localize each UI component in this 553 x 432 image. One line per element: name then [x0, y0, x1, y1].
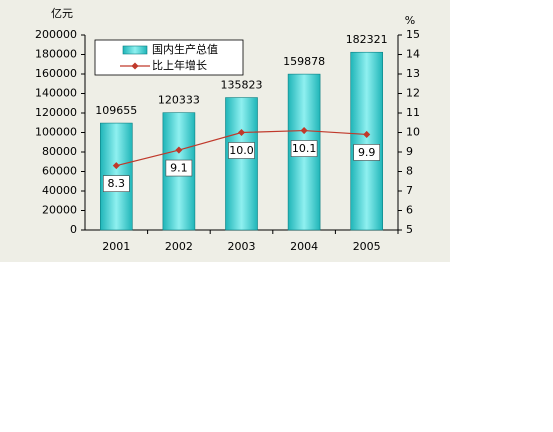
y-tick-label: 80000 — [42, 145, 77, 158]
y2-tick-label: 10 — [406, 126, 420, 139]
marker — [112, 162, 120, 170]
marker — [300, 127, 308, 135]
marker — [175, 146, 183, 154]
legend-swatch — [122, 45, 148, 55]
y-tick-label: 180000 — [35, 48, 77, 61]
y-tick-label: 20000 — [42, 204, 77, 217]
y2-tick-label: 5 — [406, 223, 413, 236]
y2-tick-label: 6 — [406, 204, 413, 217]
y-tick-label: 160000 — [35, 67, 77, 80]
y-axis-label: 亿元 — [51, 7, 73, 20]
data-label: 8.3 — [108, 177, 126, 190]
x-tick-label: 2001 — [102, 240, 130, 253]
x-tick-label: 2002 — [165, 240, 193, 253]
y2-tick-label: 9 — [406, 145, 413, 158]
data-label: 109655 — [95, 104, 137, 117]
data-label: 135823 — [221, 79, 263, 92]
data-label-box — [103, 175, 130, 192]
data-label-box — [290, 140, 318, 157]
data-label: 120333 — [158, 94, 200, 107]
y2-tick-label: 15 — [406, 28, 420, 41]
data-label: 10.0 — [229, 144, 254, 157]
y2-tick-label: 8 — [406, 165, 413, 178]
bar — [225, 97, 258, 231]
marker — [363, 130, 371, 138]
y-tick-label: 0 — [70, 223, 77, 236]
y2-tick-label: 13 — [406, 67, 420, 80]
data-label: 182321 — [346, 33, 388, 46]
y2-axis-label: % — [405, 14, 415, 27]
data-label: 9.1 — [170, 162, 188, 175]
data-label-box — [228, 142, 255, 159]
legend-box — [94, 39, 244, 76]
data-label-box — [165, 159, 193, 177]
data-label: 9.9 — [358, 146, 376, 159]
data-label-box — [353, 144, 381, 161]
x-tick-label: 2003 — [228, 240, 256, 253]
y2-tick-label: 12 — [406, 87, 420, 100]
x-tick-label: 2004 — [290, 240, 318, 253]
y-tick-label: 40000 — [42, 184, 77, 197]
y-tick-label: 100000 — [35, 126, 77, 139]
x-tick-label: 2005 — [353, 240, 381, 253]
marker — [237, 128, 246, 137]
legend-label: 比上年增长 — [152, 58, 207, 72]
data-label: 10.1 — [292, 142, 317, 155]
y-tick-label: 140000 — [35, 87, 77, 100]
y-tick-label: 60000 — [42, 165, 77, 178]
y-tick-label: 120000 — [35, 106, 77, 119]
data-label: 159878 — [283, 55, 325, 68]
bar — [350, 51, 384, 231]
y2-tick-label: 14 — [406, 48, 420, 61]
legend-label: 国内生产总值 — [152, 42, 218, 56]
legend-marker — [131, 62, 139, 70]
y2-tick-label: 11 — [406, 106, 420, 119]
y2-tick-label: 7 — [406, 184, 413, 197]
y-tick-label: 200000 — [35, 28, 77, 41]
